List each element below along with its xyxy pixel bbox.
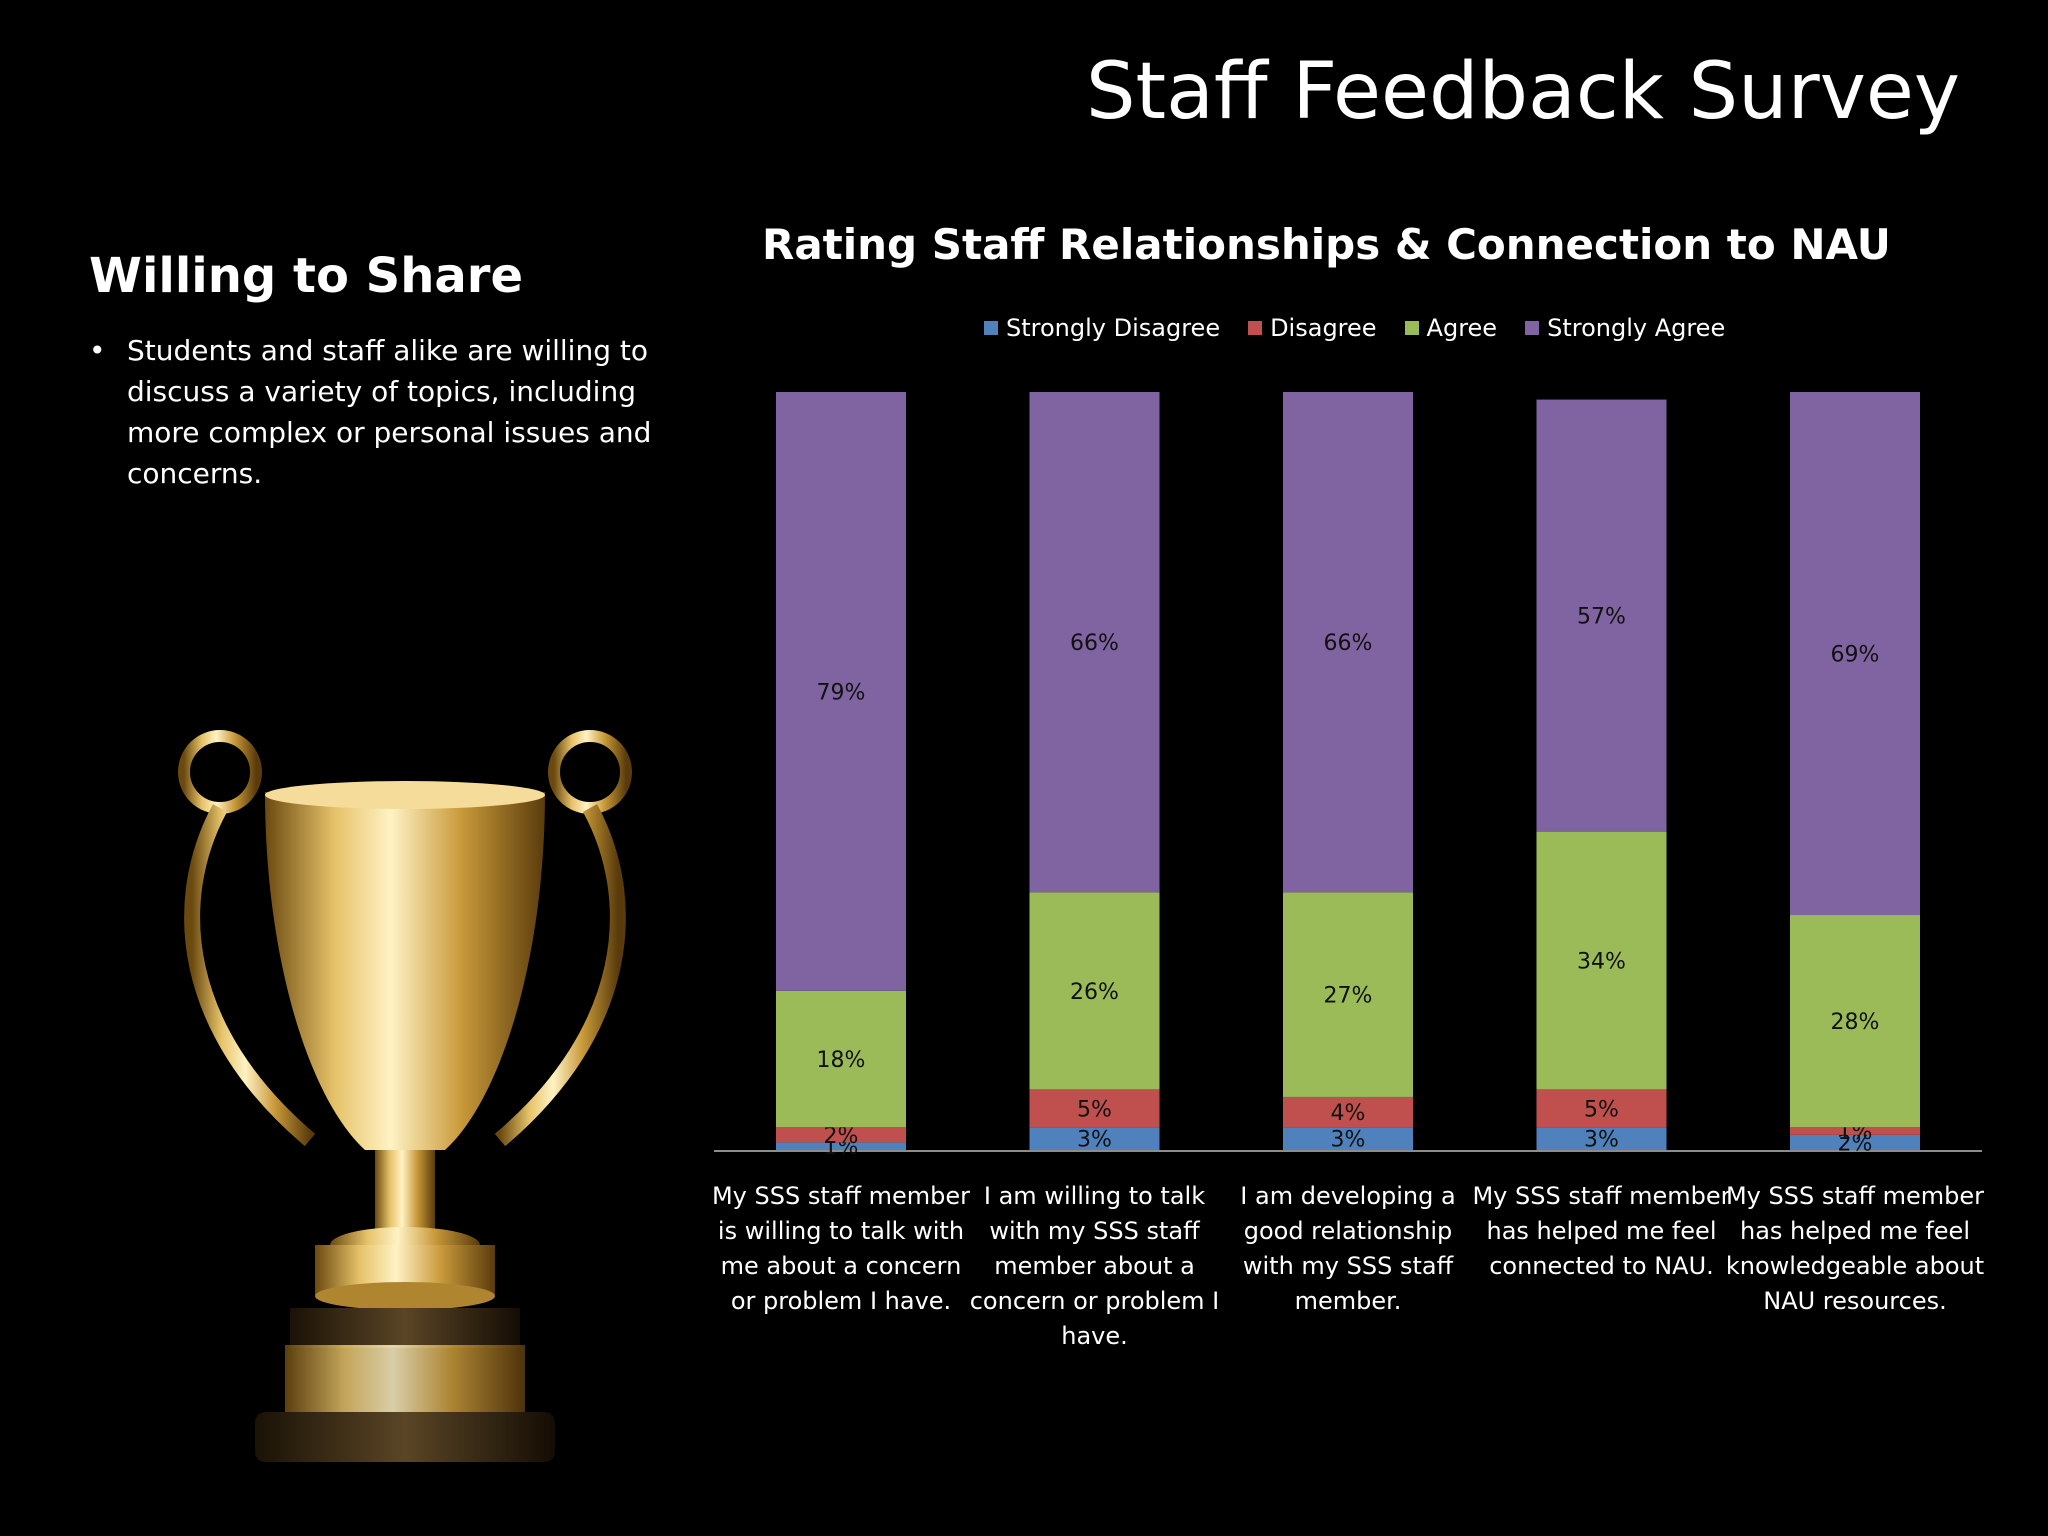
data-label: 26%	[1070, 980, 1119, 1005]
data-label: 2%	[824, 1124, 859, 1149]
legend-swatch	[1525, 321, 1540, 335]
data-label: 69%	[1831, 643, 1880, 668]
legend-swatch	[1404, 321, 1419, 335]
legend-item: Disagree	[1248, 314, 1377, 342]
bullet-icon: •	[89, 334, 106, 367]
bar-segment	[776, 392, 906, 991]
category-label: My SSS staff member has helped me feel con…	[1472, 1182, 1730, 1280]
bullet-text: Students and staff alike are willing to …	[127, 334, 652, 490]
data-label: 5%	[1584, 1097, 1619, 1122]
bar-segment	[776, 1142, 906, 1150]
bar-segment	[1283, 1096, 1413, 1128]
data-label: 28%	[1831, 1010, 1880, 1035]
data-label: 27%	[1324, 984, 1373, 1009]
legend-label: Strongly Disagree	[1006, 314, 1221, 342]
chart-area: Rating Staff Relationships & Connection …	[700, 210, 2000, 1410]
bar-segment	[1790, 915, 1920, 1128]
category-label: I am willing to talk with my SSS staff mem…	[970, 1182, 1220, 1350]
data-label: 3%	[1331, 1128, 1366, 1153]
trophy-icon	[178, 730, 632, 1462]
bar-segment	[1536, 831, 1667, 1090]
data-label: 3%	[1077, 1128, 1112, 1153]
bar-segment	[1283, 892, 1413, 1097]
bullet-item: • Students and staff alike are willing t…	[89, 330, 689, 494]
data-label: 57%	[1577, 605, 1626, 630]
bar-segment	[1790, 1134, 1920, 1150]
bar-segment	[776, 1127, 906, 1143]
slide-title: Staff Feedback Survey	[1086, 47, 1960, 137]
bar-segment	[1029, 1127, 1160, 1150]
bar-segment	[1029, 392, 1160, 893]
legend-swatch	[984, 321, 998, 335]
category-label: My SSS staff member has helped me feel kno…	[1726, 1182, 1984, 1315]
data-label: 4%	[1331, 1101, 1366, 1126]
category-label: I am developing a good relationship with m…	[1240, 1182, 1455, 1315]
legend-item: Agree	[1404, 314, 1498, 342]
bar-segment	[1283, 1127, 1413, 1150]
data-label: 66%	[1070, 631, 1119, 656]
chart-legend: Strongly Disagree Disagree Agree Strongly A…	[984, 314, 1725, 342]
bullet-list: • Students and staff alike are willing t…	[89, 330, 689, 494]
data-label: 2%	[1838, 1131, 1873, 1156]
data-label: 34%	[1577, 950, 1626, 975]
bar-segment	[1283, 392, 1413, 893]
legend-label: Agree	[1426, 314, 1498, 342]
bar-segment	[1790, 1127, 1920, 1135]
stacked-bar-chart: 1%2%18%79%My SSS staff member is willing …	[712, 392, 1984, 1350]
bar-segment	[1029, 892, 1160, 1090]
chart-title: Rating Staff Relationships & Connection …	[762, 220, 1891, 269]
data-label: 66%	[1324, 631, 1373, 656]
data-label: 3%	[1584, 1128, 1619, 1153]
bar-segment	[1029, 1089, 1160, 1128]
section-heading: Willing to Share	[89, 248, 523, 304]
bar-segment	[1536, 1127, 1667, 1150]
bar-segment	[1536, 399, 1667, 832]
legend-item: Strongly Disagree	[984, 314, 1220, 342]
legend-label: Strongly Agree	[1547, 314, 1726, 342]
category-label: My SSS staff member is willing to talk wi…	[712, 1182, 970, 1315]
data-label: 18%	[817, 1048, 866, 1073]
bar-segment	[776, 990, 906, 1128]
legend-label: Disagree	[1270, 314, 1377, 342]
legend-swatch	[1248, 321, 1263, 335]
bar-segment	[1536, 1089, 1667, 1128]
bar-segment	[1790, 392, 1920, 916]
legend-item: Strongly Agree	[1525, 314, 1725, 342]
data-label: 5%	[1077, 1097, 1112, 1122]
data-label: 79%	[817, 680, 866, 705]
